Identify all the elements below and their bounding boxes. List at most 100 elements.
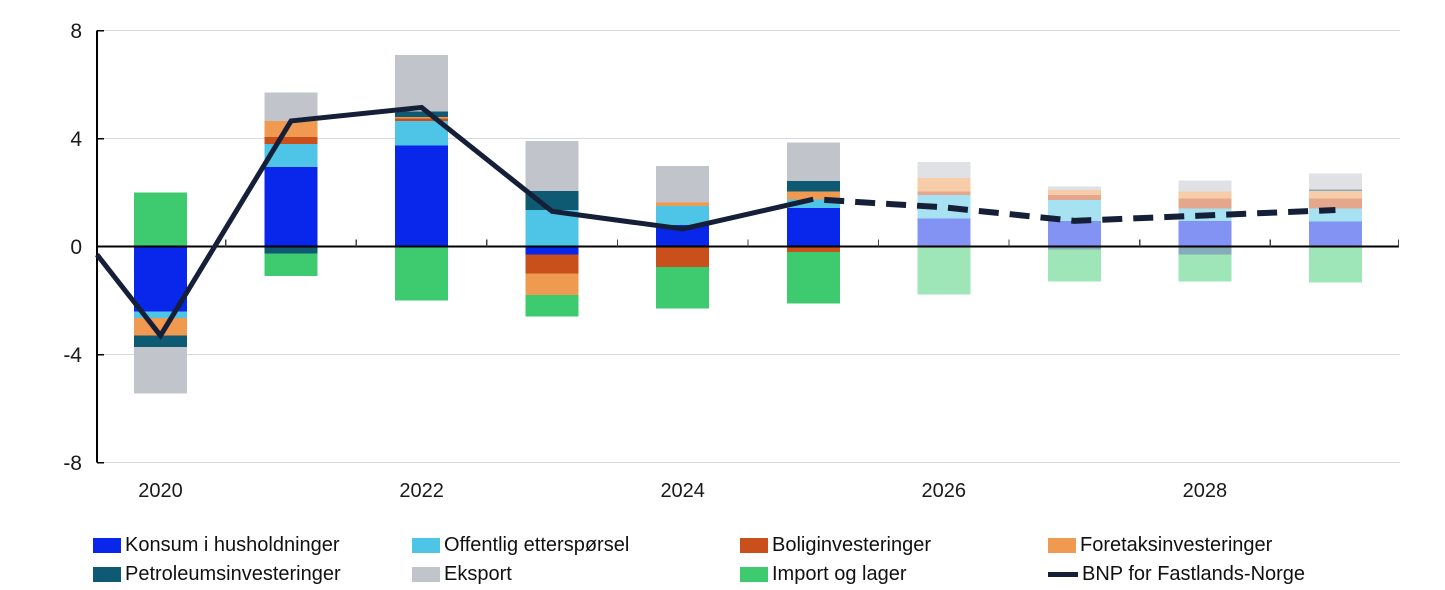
y-tick-label-0: 0 <box>70 236 82 259</box>
bar-petroleumsinvesteringer-2022 <box>395 111 449 117</box>
bnp-line-solid <box>95 104 814 340</box>
bar-boliginvesteringer-2025 <box>786 246 840 253</box>
bar-petroleumsinvesteringer-2023 <box>525 191 579 211</box>
bar-petroleumsinvesteringer-2025 <box>786 180 840 192</box>
bar-boliginvesteringer-2021 <box>264 137 318 144</box>
bar-boliginvesteringer-2029 <box>1308 198 1362 209</box>
bar-boliginvesteringer-2027 <box>1047 195 1101 200</box>
bar-offentlig-etterspørsel-2025 <box>786 199 840 208</box>
bar-petroleumsinvesteringer-2021 <box>264 246 318 254</box>
y-tick-label-8: 8 <box>70 20 82 43</box>
legend-swatch-offentlig-etterspørsel <box>412 537 440 553</box>
legend-swatch-import-og-lager <box>740 566 768 582</box>
legend-label-konsum-i-husholdninger: Konsum i husholdninger <box>125 534 340 556</box>
legend-label-bnp-for-fastlands-norge: BNP for Fastlands-Norge <box>1082 563 1306 585</box>
bar-import-og-lager-2021 <box>264 253 318 277</box>
bar-konsum-i-husholdninger-2020 <box>134 246 187 312</box>
legend-item-boliginvesteringer: Boliginvesteringer <box>740 533 931 557</box>
bar-petroleumsinvesteringer-2027 <box>1047 246 1101 250</box>
bar-import-og-lager-2024 <box>656 266 710 309</box>
legend-label-foretaksinvesteringer: Foretaksinvesteringer <box>1080 534 1273 556</box>
legend-label-petroleumsinvesteringer: Petroleumsinvesteringer <box>125 563 341 585</box>
bar-import-og-lager-2022 <box>395 246 449 301</box>
bar-eksport-2027 <box>1047 186 1101 190</box>
x-tick-label-2024: 2024 <box>660 480 705 502</box>
bar-boliginvesteringer-2028 <box>1178 198 1232 209</box>
bar-konsum-i-husholdninger-2021 <box>264 166 318 247</box>
bar-boliginvesteringer-2024 <box>656 246 710 267</box>
legend-item-import-og-lager: Import og lager <box>740 562 907 586</box>
bar-import-og-lager-2020 <box>134 192 187 247</box>
bar-petroleumsinvesteringer-2028 <box>1178 246 1232 255</box>
bar-konsum-i-husholdninger-2027 <box>1047 221 1101 247</box>
legend-item-bnp-for-fastlands-norge: BNP for Fastlands-Norge <box>1048 562 1305 586</box>
y-tick-label--8: -8 <box>63 452 82 475</box>
legend-item-offentlig-etterspørsel: Offentlig etterspørsel <box>412 533 629 557</box>
bar-eksport-2021 <box>264 92 318 121</box>
bar-foretaksinvesteringer-2029 <box>1308 191 1362 199</box>
legend-label-offentlig-etterspørsel: Offentlig etterspørsel <box>444 534 630 556</box>
legend-item-eksport: Eksport <box>412 562 512 586</box>
y-tick-label-4: 4 <box>70 128 82 151</box>
legend-swatch-foretaksinvesteringer <box>1048 537 1076 553</box>
bar-konsum-i-husholdninger-2029 <box>1308 221 1362 247</box>
legend-swatch-petroleumsinvesteringer <box>93 566 121 582</box>
legend-label-eksport: Eksport <box>444 563 512 585</box>
bar-eksport-2025 <box>786 142 840 181</box>
bar-foretaksinvesteringer-2026 <box>917 178 971 192</box>
bar-boliginvesteringer-2022 <box>395 118 449 121</box>
bar-foretaksinvesteringer-2027 <box>1047 189 1101 196</box>
bar-offentlig-etterspørsel-2020 <box>134 311 187 319</box>
bar-eksport-2022 <box>395 54 449 112</box>
bar-eksport-2028 <box>1178 180 1232 192</box>
x-tick-label-2026: 2026 <box>922 480 967 502</box>
bar-foretaksinvesteringer-2025 <box>786 191 840 200</box>
bar-import-og-lager-2027 <box>1047 249 1101 282</box>
bar-petroleumsinvesteringer-2029 <box>1308 189 1362 192</box>
bar-eksport-2020 <box>134 347 187 394</box>
legend-label-boliginvesteringer: Boliginvesteringer <box>772 534 931 556</box>
x-tick-label-2020: 2020 <box>138 480 183 502</box>
chart-canvas: 8 4 0 -4 -8 2020 2022 2024 2026 2028 <box>63 20 1400 502</box>
legend-item-foretaksinvesteringer: Foretaksinvesteringer <box>1048 533 1272 557</box>
bar-import-og-lager-2029 <box>1308 246 1362 283</box>
bar-offentlig-etterspørsel-2026 <box>917 195 971 219</box>
bar-konsum-i-husholdninger-2022 <box>395 145 449 247</box>
legend-item-konsum-i-husholdninger: Konsum i husholdninger <box>93 533 340 557</box>
bnp-line-dashed-forecast <box>813 196 1336 224</box>
bar-offentlig-etterspørsel-2027 <box>1047 199 1101 222</box>
bar-boliginvesteringer-2023 <box>525 254 579 274</box>
bar-foretaksinvesteringer-2023 <box>525 273 579 296</box>
bar-foretaksinvesteringer-2024 <box>656 202 710 206</box>
x-tick-label-2028: 2028 <box>1183 480 1228 502</box>
bar-konsum-i-husholdninger-2023 <box>525 246 579 255</box>
bar-offentlig-etterspørsel-2022 <box>395 120 449 146</box>
y-tick-label--4: -4 <box>63 344 82 367</box>
bar-konsum-i-husholdninger-2028 <box>1178 221 1232 247</box>
bar-import-og-lager-2026 <box>917 246 971 295</box>
bar-boliginvesteringer-2026 <box>917 191 971 196</box>
legend-line-swatch-bnp-for-fastlands-norge <box>1048 571 1078 577</box>
bar-eksport-2029 <box>1308 173 1362 190</box>
legend-swatch-eksport <box>412 566 440 582</box>
bar-import-og-lager-2028 <box>1178 254 1232 282</box>
legend-item-petroleumsinvesteringer: Petroleumsinvesteringer <box>93 562 341 586</box>
bar-offentlig-etterspørsel-2021 <box>264 143 318 167</box>
bar-foretaksinvesteringer-2022 <box>395 116 449 119</box>
bar-foretaksinvesteringer-2028 <box>1178 191 1232 199</box>
legend-swatch-konsum-i-husholdninger <box>93 537 121 553</box>
bar-eksport-2023 <box>525 141 579 192</box>
bar-petroleumsinvesteringer-2020 <box>134 335 187 348</box>
x-tick-label-2022: 2022 <box>399 480 444 502</box>
bar-eksport-2026 <box>917 161 971 179</box>
bar-offentlig-etterspørsel-2024 <box>656 206 710 225</box>
bar-import-og-lager-2025 <box>786 252 840 304</box>
bar-eksport-2024 <box>656 166 710 203</box>
bar-konsum-i-husholdninger-2026 <box>917 218 971 247</box>
legend-label-import-og-lager: Import og lager <box>772 563 907 585</box>
bar-import-og-lager-2023 <box>525 295 579 317</box>
legend-swatch-boliginvesteringer <box>740 537 768 553</box>
bar-konsum-i-husholdninger-2024 <box>656 224 710 247</box>
bar-konsum-i-husholdninger-2025 <box>786 207 840 247</box>
